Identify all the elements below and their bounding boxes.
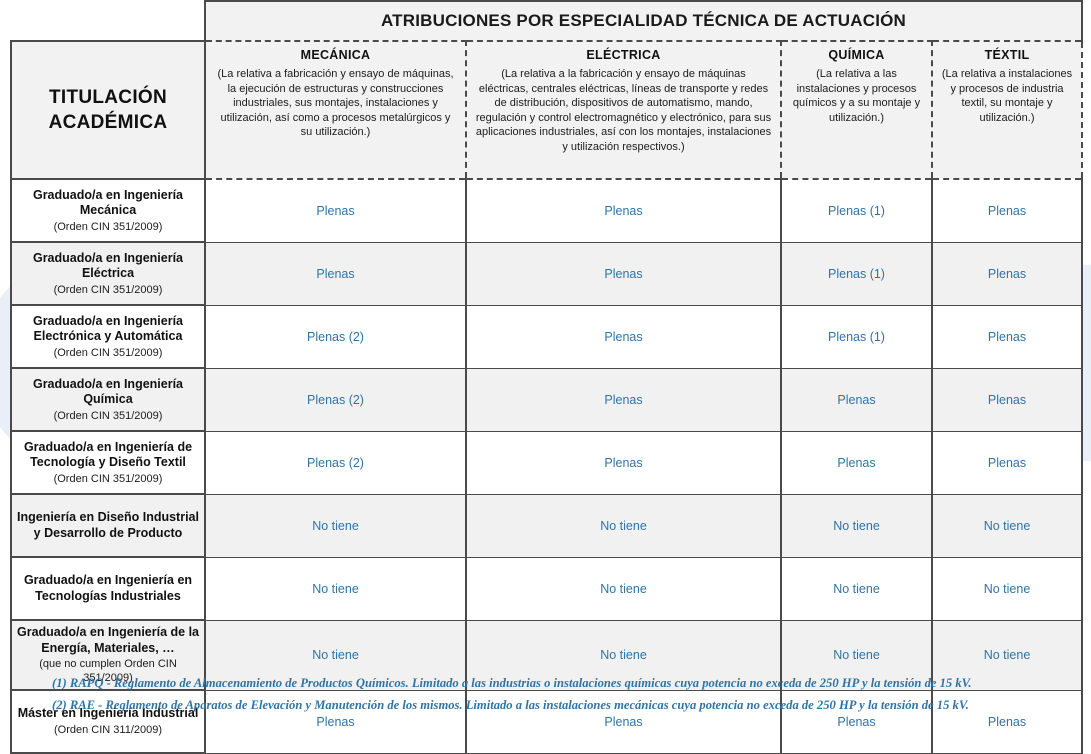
attribution-value-cell: Plenas (1) — [780, 178, 933, 243]
attributions-table-page: ATRIBUCIONES POR ESPECIALIDAD TÉCNICA DE… — [10, 0, 1083, 754]
attribution-value-cell: Plenas — [465, 430, 782, 495]
header-band-row: ATRIBUCIONES POR ESPECIALIDAD TÉCNICA DE… — [11, 0, 1083, 41]
degree-subtitle: (que no cumplen Orden CIN 351/2009) — [39, 658, 177, 684]
specialty-name: MECÁNICA — [300, 48, 371, 62]
specialty-description: (La relativa a fabricación y ensayo de m… — [217, 68, 454, 138]
footnotes: (1) RAPQ - Reglamento de Almacenamiento … — [52, 672, 1082, 716]
attribution-value-cell: No tiene — [204, 556, 467, 621]
degree-subtitle: (Orden CIN 351/2009) — [53, 346, 163, 359]
specialty-name: TÉXTIL — [984, 48, 1030, 62]
specialty-description: (La relativa a instalaciones y procesos … — [941, 68, 1073, 124]
specialty-description: (La relativa a las instalaciones y proce… — [792, 68, 921, 124]
attribution-value-cell: Plenas — [465, 367, 782, 432]
attribution-value-cell: Plenas — [780, 367, 933, 432]
attribution-value-cell: Plenas — [204, 241, 467, 306]
attribution-value-cell: Plenas — [931, 367, 1083, 432]
degree-subtitle: (Orden CIN 351/2009) — [53, 472, 163, 485]
degree-subtitle: (Orden CIN 351/2009) — [53, 409, 163, 422]
degree-subtitle: (Orden CIN 351/2009) — [53, 220, 163, 233]
table-row: Graduado/a en Ingeniería de Tecnología y… — [10, 430, 1083, 495]
attribution-value-cell: Plenas (2) — [204, 367, 467, 432]
degree-subtitle: (Orden CIN 351/2009) — [53, 283, 163, 296]
page-title-titulacion-academica: TITULACIÓN ACADÉMICA — [10, 40, 206, 180]
attribution-value-cell: No tiene — [931, 619, 1083, 691]
degree-title: Graduado/a en Ingeniería Eléctrica — [32, 250, 184, 281]
attribution-value-cell: Plenas — [465, 304, 782, 369]
table-row: Graduado/a en Ingeniería Química (Orden C… — [10, 367, 1083, 432]
degree-title: Máster en Ingeniería Industrial — [17, 706, 199, 721]
attribution-value-cell: No tiene — [931, 493, 1083, 558]
specialty-name: ELÉCTRICA — [586, 48, 661, 62]
attribution-value-cell: Plenas (2) — [204, 304, 467, 369]
attribution-value-cell: Plenas — [931, 178, 1083, 243]
table-row: Ingeniería en Diseño Industrial y Desarr… — [10, 493, 1083, 558]
specialty-description: (La relativa a la fabricación y ensayo d… — [475, 68, 772, 153]
table-row: Graduado/a en Ingeniería Mecánica (Orden … — [10, 178, 1083, 243]
attribution-value-cell: No tiene — [204, 619, 467, 691]
titulacion-line2: ACADÉMICA — [48, 112, 168, 133]
attribution-value-cell: Plenas — [780, 430, 933, 495]
degree-title: Graduado/a en Ingeniería de Tecnología y… — [23, 439, 193, 470]
attribution-value-cell: No tiene — [465, 556, 782, 621]
attribution-value-cell: No tiene — [465, 493, 782, 558]
degree-title: Graduado/a en Ingeniería Electrónica y A… — [32, 313, 184, 344]
specialty-header-eléctrica: ELÉCTRICA (La relativa a la fabricación y… — [465, 40, 782, 180]
degree-name-cell: Graduado/a en Ingeniería de Tecnología y… — [10, 430, 206, 495]
table-row: Graduado/a en Ingeniería en Tecnologías … — [10, 556, 1083, 621]
degree-name-cell: Graduado/a en Ingeniería Electrónica y A… — [10, 304, 206, 369]
specialty-name: QUÍMICA — [828, 48, 885, 62]
attribution-value-cell: No tiene — [204, 493, 467, 558]
degree-title: Graduado/a en Ingeniería en Tecnologías … — [23, 573, 193, 603]
degree-name-cell: Ingeniería en Diseño Industrial y Desarr… — [10, 493, 206, 558]
attribution-value-cell: Plenas — [931, 241, 1083, 306]
attribution-value-cell: Plenas — [931, 430, 1083, 495]
attribution-value-cell: No tiene — [931, 556, 1083, 621]
attribution-value-cell: Plenas — [931, 304, 1083, 369]
footnote-1: (1) RAPQ - Reglamento de Almacenamiento … — [52, 676, 972, 690]
attribution-value-cell: Plenas — [204, 178, 467, 243]
table-row: Graduado/a en Ingeniería de la Energía, … — [10, 619, 1083, 691]
degree-title: Ingeniería en Diseño Industrial y Desarr… — [17, 510, 199, 540]
table-row: Graduado/a en Ingeniería Eléctrica (Orden… — [10, 241, 1083, 306]
attribution-value-cell: Plenas (2) — [204, 430, 467, 495]
footnote-2: (2) RAE - Reglamento de Aparatos de Elev… — [52, 698, 969, 712]
specialty-header-row: TITULACIÓN ACADÉMICA MECÁNICA (La relativa … — [10, 40, 1083, 180]
degree-name-cell: Graduado/a en Ingeniería de la Energía, … — [10, 619, 206, 691]
degree-name-cell: Graduado/a en Ingeniería Eléctrica (Orden… — [10, 241, 206, 306]
degree-title: Graduado/a en Ingeniería Mecánica — [32, 187, 184, 218]
degree-name-cell: Graduado/a en Ingeniería en Tecnologías … — [10, 556, 206, 621]
degree-title: Graduado/a en Ingeniería Química — [32, 376, 184, 407]
specialty-header-mecánica: MECÁNICA (La relativa a fabricación y ens… — [204, 40, 467, 180]
attribution-value-cell: No tiene — [780, 493, 933, 558]
header-spacer — [11, 1, 205, 41]
specialty-header-téxtil: TÉXTIL (La relativa a instalaciones y pro… — [931, 40, 1083, 180]
specialty-header-química: QUÍMICA (La relativa a las instalaciones … — [780, 40, 933, 180]
titulacion-line1: TITULACIÓN — [48, 87, 168, 108]
attribution-value-cell: Plenas (1) — [780, 241, 933, 306]
degree-name-cell: Graduado/a en Ingeniería Química (Orden C… — [10, 367, 206, 432]
attribution-value-cell: Plenas (1) — [780, 304, 933, 369]
attribution-value-cell: Plenas — [465, 241, 782, 306]
attributions-band-title: ATRIBUCIONES POR ESPECIALIDAD TÉCNICA DE… — [204, 0, 1083, 41]
degree-name-cell: Graduado/a en Ingeniería Mecánica (Orden … — [10, 178, 206, 243]
degree-title: Graduado/a en Ingeniería de la Energía, … — [17, 625, 199, 655]
degree-subtitle: (Orden CIN 311/2009) — [53, 723, 163, 736]
attribution-value-cell: No tiene — [465, 619, 782, 691]
table-body: ATRIBUCIONES POR ESPECIALIDAD TÉCNICA DE… — [10, 0, 1083, 754]
attributions-table: ATRIBUCIONES POR ESPECIALIDAD TÉCNICA DE… — [10, 0, 1083, 754]
attribution-value-cell: Plenas — [465, 178, 782, 243]
attribution-value-cell: No tiene — [780, 556, 933, 621]
table-row: Graduado/a en Ingeniería Electrónica y A… — [10, 304, 1083, 369]
